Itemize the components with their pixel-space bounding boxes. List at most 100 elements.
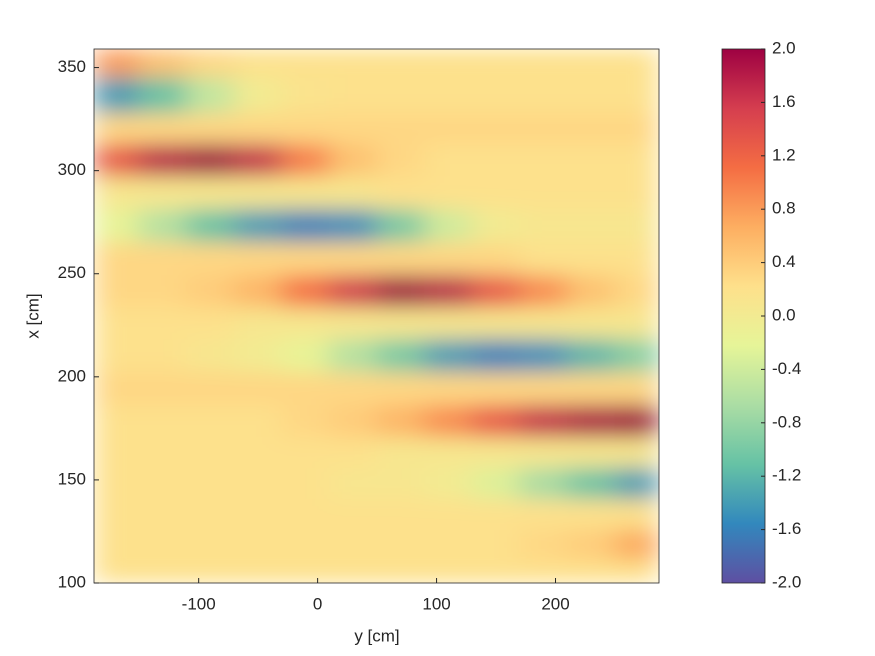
heatmap-cell	[281, 242, 331, 277]
heatmap-cell	[471, 242, 521, 277]
heatmap-cell	[471, 49, 521, 79]
y-tick-label: 200	[58, 366, 86, 385]
heatmap-cell	[566, 209, 616, 244]
heatmap-cell	[471, 529, 521, 561]
heatmap-cell	[566, 372, 616, 407]
heatmap-cell	[186, 307, 235, 341]
y-tick-label: 250	[58, 263, 86, 282]
heatmap-cell	[186, 529, 235, 561]
heatmap-cell	[424, 307, 473, 341]
heatmap-cell	[519, 113, 568, 146]
heatmap-cell	[424, 468, 473, 500]
heatmap-cell	[281, 176, 331, 211]
heatmap-cell	[519, 275, 568, 309]
heatmap-cell	[233, 437, 283, 470]
heatmap-cell	[186, 468, 235, 500]
heatmap-cell	[566, 529, 616, 561]
heatmap-cell	[329, 372, 378, 407]
heatmap-cell	[233, 307, 283, 341]
heatmap-cell	[614, 559, 659, 583]
heatmap-cell	[281, 113, 331, 146]
heatmap-cell	[614, 176, 659, 211]
heatmap-cell	[376, 176, 426, 211]
heatmap-cell	[138, 437, 188, 470]
heatmap-cell	[138, 176, 188, 211]
heatmap-cell	[233, 498, 283, 531]
heatmap-cell	[566, 176, 616, 211]
heatmap-cell	[424, 49, 473, 79]
heatmap-cell	[376, 529, 426, 561]
heatmap-cell	[566, 437, 616, 470]
heatmap-cell	[186, 113, 235, 146]
heatmap-cell	[281, 468, 331, 500]
heatmap-cell	[376, 49, 426, 79]
heatmap-cell	[614, 242, 659, 277]
heatmap-cell	[186, 144, 235, 178]
heatmap-cell	[471, 498, 521, 531]
heatmap-cell	[186, 242, 235, 277]
heatmap-cell	[519, 209, 568, 244]
heatmap-cell	[329, 405, 378, 439]
heatmap-cell	[329, 307, 378, 341]
heatmap-cell	[94, 176, 140, 211]
heatmap-cell	[566, 405, 616, 439]
heatmap-cell	[329, 209, 378, 244]
heatmap-cell	[329, 468, 378, 500]
heatmap-cell	[329, 77, 378, 115]
heatmap-cell	[94, 209, 140, 244]
heatmap-cell	[566, 468, 616, 500]
heatmap-cell	[614, 339, 659, 374]
heatmap-cell	[376, 113, 426, 146]
colorbar-tick-label: 0.0	[772, 305, 796, 324]
heatmap-cell	[471, 209, 521, 244]
heatmap-cell	[376, 468, 426, 500]
heatmap-cell	[566, 339, 616, 374]
heatmap-cell	[376, 242, 426, 277]
heatmap-cell	[519, 339, 568, 374]
heatmap-cell	[186, 275, 235, 309]
heatmap-cell	[94, 144, 140, 178]
heatmap-cell	[186, 437, 235, 470]
x-tick-label: 100	[422, 594, 450, 613]
heatmap-cell	[471, 339, 521, 374]
heatmap-cell	[138, 209, 188, 244]
heatmap-cell	[94, 405, 140, 439]
heatmap-cell	[424, 498, 473, 531]
colorbar	[721, 48, 766, 584]
heatmap-cell	[329, 437, 378, 470]
heatmap-cell	[614, 372, 659, 407]
heatmap-cell	[233, 209, 283, 244]
heatmap-cell	[233, 49, 283, 79]
heatmap-cell	[614, 209, 659, 244]
heatmap-cell	[186, 559, 235, 583]
x-axis-label: y [cm]	[354, 626, 399, 645]
heatmap-cell	[138, 242, 188, 277]
heatmap-cell	[94, 559, 140, 583]
heatmap-cell	[614, 113, 659, 146]
heatmap-cell	[186, 372, 235, 407]
heatmap-cell	[519, 529, 568, 561]
heatmap-cell	[138, 307, 188, 341]
heatmap-cell	[94, 339, 140, 374]
heatmap-cell	[566, 113, 616, 146]
colorbar-tick-label: 1.6	[772, 92, 796, 111]
heatmap-cell	[329, 113, 378, 146]
colorbar-tick-label: -1.2	[772, 466, 801, 485]
heatmap-cell	[424, 405, 473, 439]
colorbar-tick-label: -1.6	[772, 519, 801, 538]
heatmap-cell	[376, 498, 426, 531]
heatmap-cell	[329, 49, 378, 79]
heatmap-cell	[614, 529, 659, 561]
heatmap-cell	[329, 275, 378, 309]
heatmap-cell	[376, 405, 426, 439]
heatmap-cell	[424, 113, 473, 146]
heatmap-cell	[519, 559, 568, 583]
colorbar-tick-label: -0.8	[772, 412, 801, 431]
heatmap-cell	[566, 559, 616, 583]
heatmap-cell	[233, 339, 283, 374]
heatmap-cell	[519, 372, 568, 407]
heatmap-cell	[138, 77, 188, 115]
heatmap-cell	[471, 307, 521, 341]
heatmap-cell	[376, 275, 426, 309]
